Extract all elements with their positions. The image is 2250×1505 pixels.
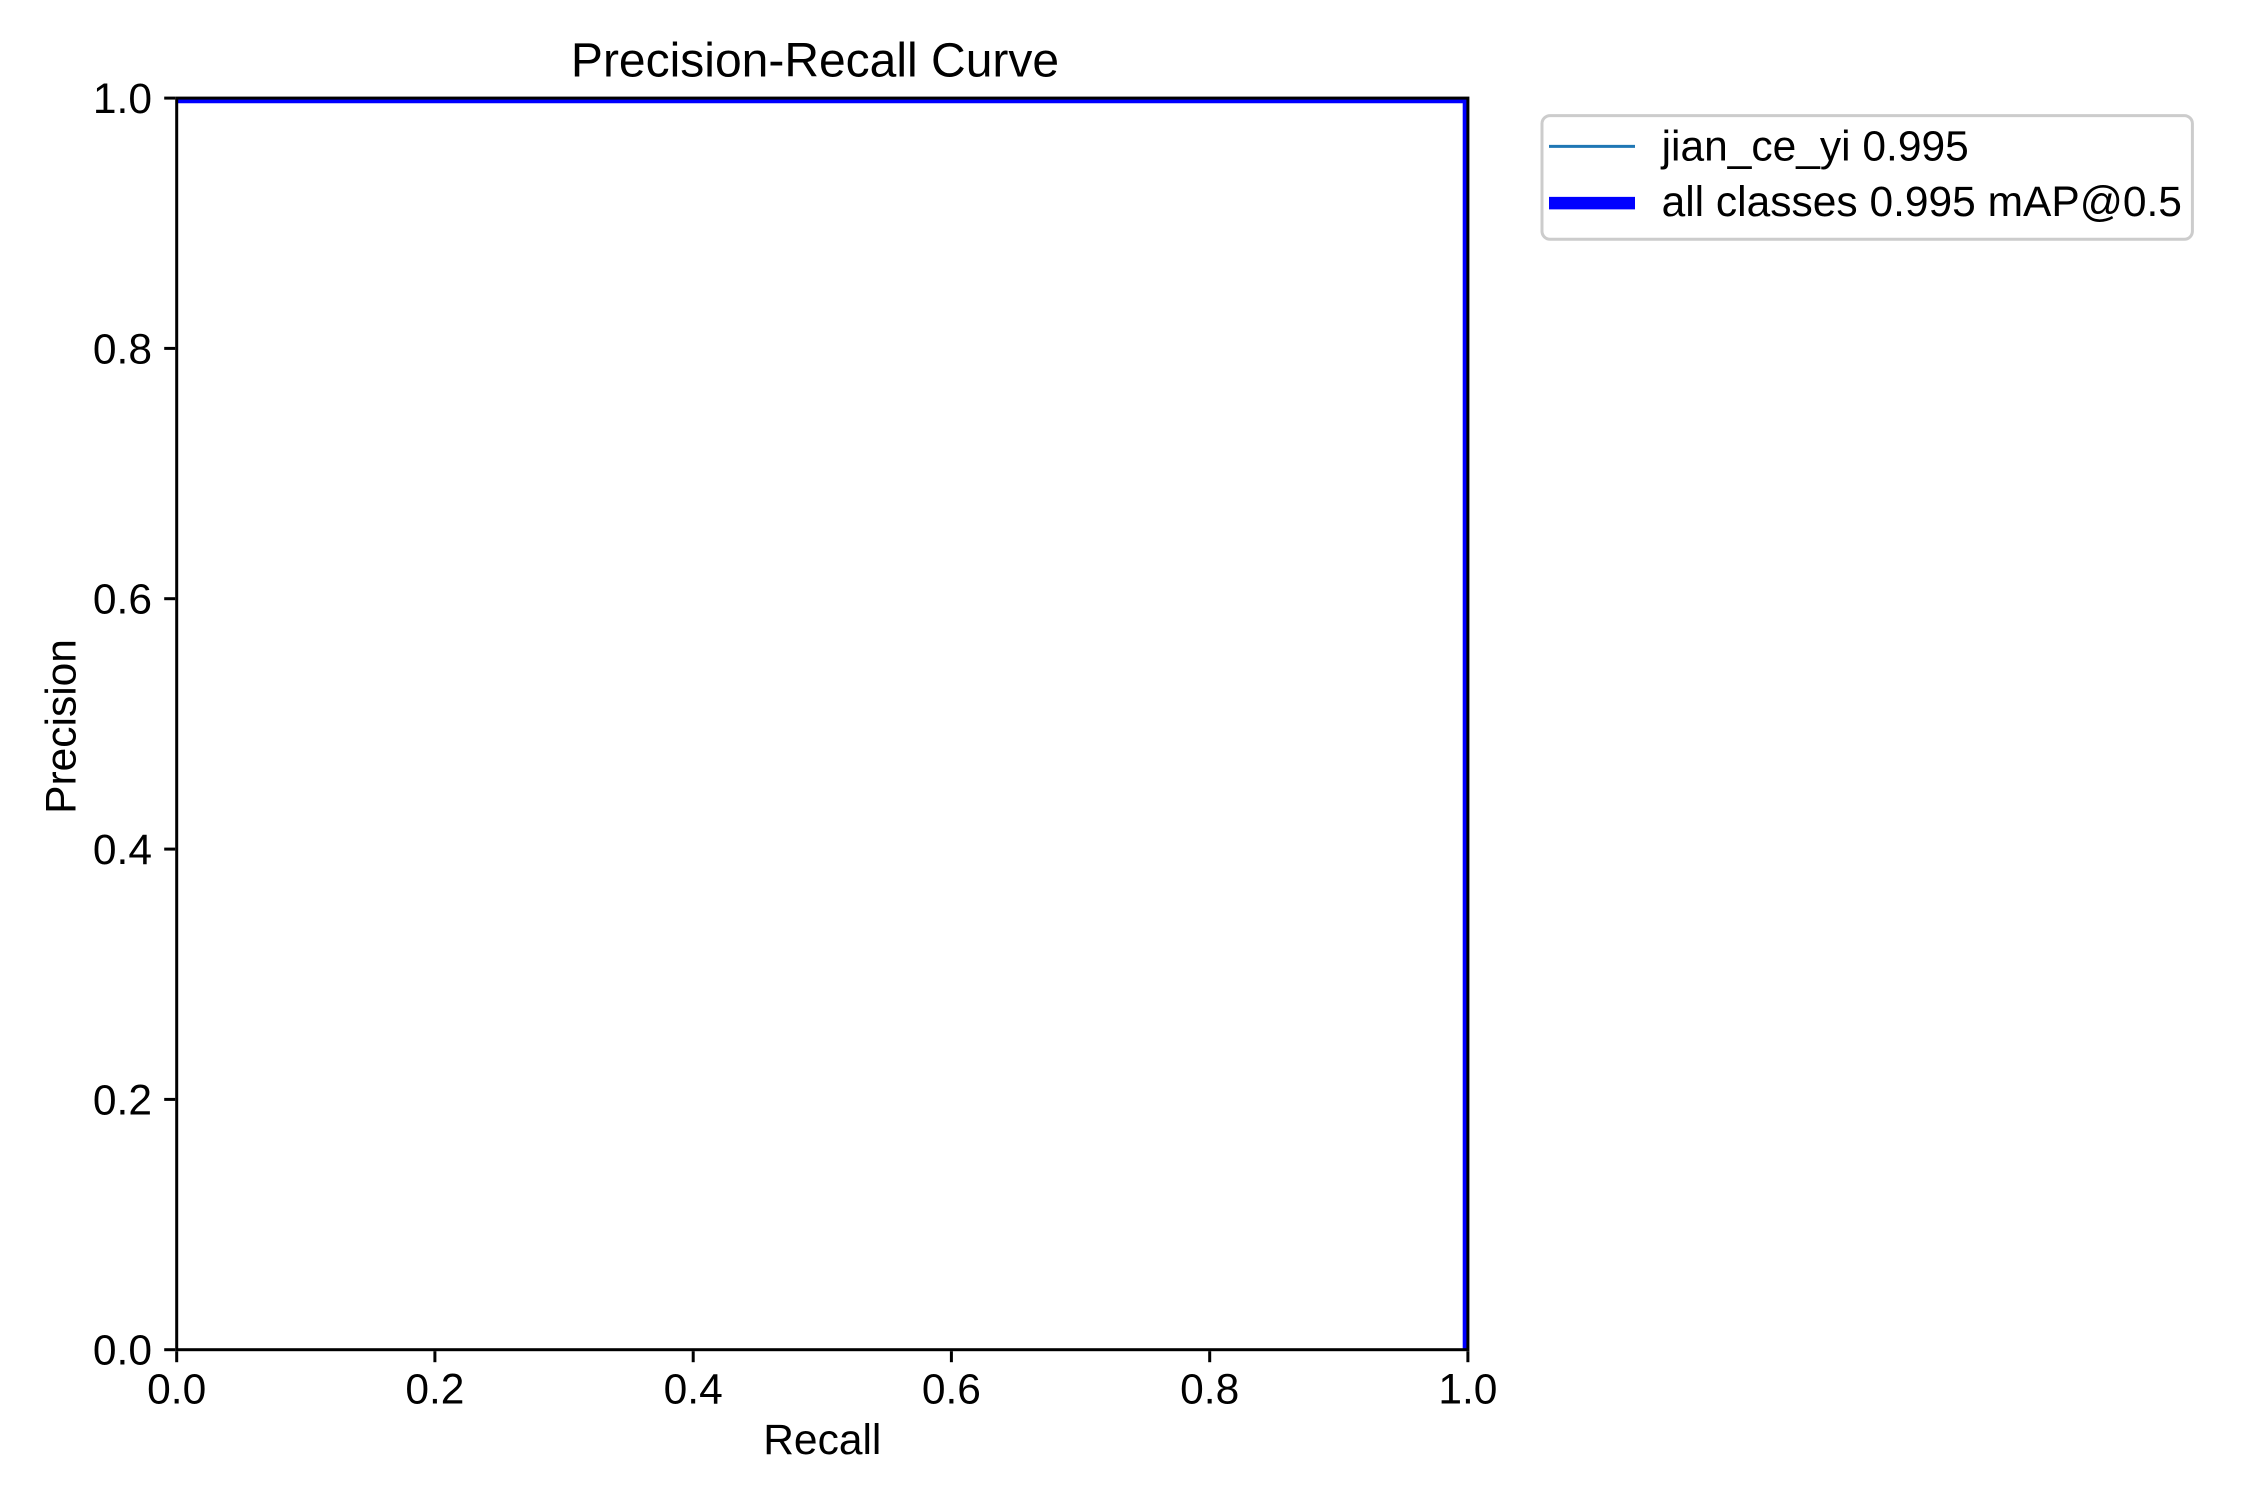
- svg-text:0.6: 0.6: [922, 1367, 981, 1414]
- svg-text:0.4: 0.4: [664, 1367, 723, 1414]
- svg-text:1.0: 1.0: [93, 76, 152, 123]
- svg-text:Precision: Precision: [39, 639, 86, 814]
- svg-text:0.2: 0.2: [405, 1367, 464, 1414]
- svg-text:all classes 0.995 mAP@0.5: all classes 0.995 mAP@0.5: [1662, 179, 2182, 226]
- svg-text:0.0: 0.0: [93, 1328, 152, 1375]
- svg-text:Recall: Recall: [763, 1417, 881, 1464]
- svg-text:0.2: 0.2: [93, 1077, 152, 1124]
- svg-text:0.0: 0.0: [147, 1367, 206, 1414]
- svg-text:jian_ce_yi 0.995: jian_ce_yi 0.995: [1660, 124, 1969, 171]
- svg-text:1.0: 1.0: [1438, 1367, 1497, 1414]
- svg-text:0.8: 0.8: [93, 326, 152, 373]
- svg-text:0.4: 0.4: [93, 827, 152, 874]
- svg-text:0.6: 0.6: [93, 577, 152, 624]
- svg-text:Precision-Recall Curve: Precision-Recall Curve: [571, 35, 1059, 88]
- svg-text:0.8: 0.8: [1180, 1367, 1239, 1414]
